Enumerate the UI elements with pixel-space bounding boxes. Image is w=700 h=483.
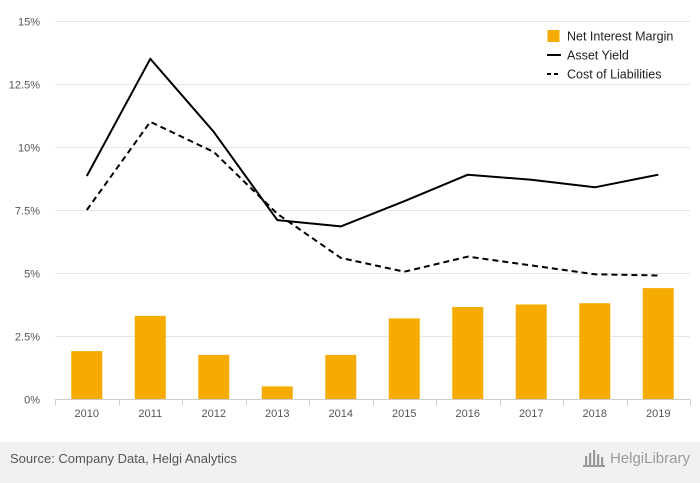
y-tick-label: 12.5% [9,80,40,92]
legend: Net Interest Margin Asset Yield Cost of Li… [547,30,673,82]
x-tick-label: 2015 [392,408,416,420]
bar [198,354,230,399]
brand-name: HelgiLibrary [609,449,690,467]
legend-label: Asset Yield [567,49,629,63]
bar [261,386,293,399]
footer: Source: Company Data, Helgi Analytics He… [0,442,700,483]
legend-label: Net Interest Margin [567,30,673,44]
x-tick-label: 2014 [329,408,353,420]
x-tick-label: 2012 [202,408,226,420]
x-tick-label: 2016 [456,408,480,420]
bar [134,315,166,399]
x-tick-label: 2010 [75,408,99,420]
cost-of-liabilities-line [85,120,659,277]
brand-logo: HelgiLibrary [582,448,690,468]
bar-series [71,288,674,399]
x-tick-label: 2013 [265,408,289,420]
y-tick-label: 0% [24,395,40,407]
y-tick-label: 2.5% [15,332,40,344]
y-tick-label: 15% [18,17,40,29]
legend-label: Cost of Liabilities [567,68,662,82]
x-tick-label: 2011 [138,408,162,420]
bar [71,351,103,399]
library-building-icon [582,450,605,467]
line-series [85,57,659,277]
asset-yield-line [85,57,659,228]
x-tick-label: 2017 [519,408,543,420]
x-tick-label: 2019 [646,408,670,420]
bar [515,304,547,399]
bar [452,307,484,399]
bar [388,318,420,399]
y-tick-label: 5% [24,269,40,281]
bar [325,354,357,399]
chart: 0% 2.5% 5% 7.5% 10% 12.5% 15% 2010 2011 2012 2013… [9,17,691,420]
source-note: Source: Company Data, Helgi Analytics [10,451,237,466]
bar [642,288,674,399]
bar [579,303,611,399]
legend-swatch [547,30,560,42]
x-tick-label: 2018 [583,408,607,420]
y-tick-label: 10% [18,143,40,155]
x-axis: 2010 2011 2012 2013 2014 2015 2016 2017 2018 2019 [55,399,691,420]
y-tick-label: 7.5% [15,206,40,218]
